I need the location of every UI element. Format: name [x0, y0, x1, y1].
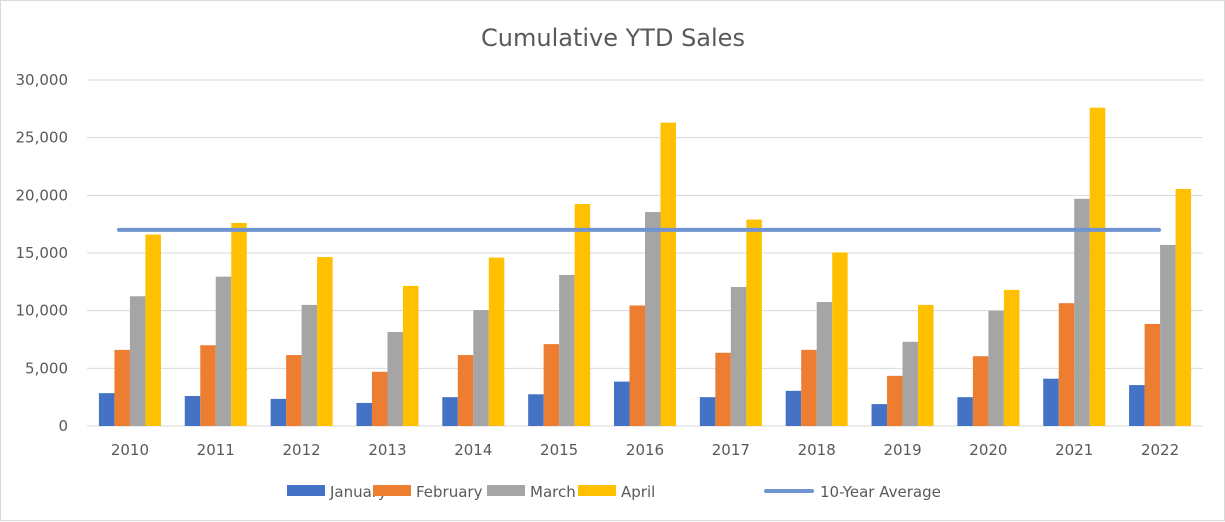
legend: January February March April 10-Year Average — [287, 483, 941, 501]
bar-february-2012 — [286, 355, 302, 426]
x-axis-ticks: 2010 2011 2012 2013 2014 2015 2016 2017 2018 2019… — [111, 441, 1179, 459]
x-tick-label: 2012 — [283, 441, 321, 459]
y-tick-label: 30,000 — [16, 71, 69, 89]
bar-january-2012 — [270, 398, 287, 426]
bar-march-2016 — [645, 212, 661, 426]
legend-item-january: January — [287, 483, 387, 501]
bar-april-2014 — [488, 257, 505, 426]
bars — [98, 107, 1192, 427]
bar-january-2020 — [957, 397, 973, 426]
legend-label: January — [329, 483, 387, 501]
bar-january-2015 — [528, 394, 544, 426]
legend-swatch — [287, 485, 325, 496]
bar-february-2014 — [457, 355, 474, 426]
bar-february-2013 — [371, 371, 388, 426]
legend-label: March — [530, 483, 576, 501]
y-axis-ticks: 0 5,000 10,000 15,000 20,000 25,000 30,000 — [16, 71, 69, 435]
bar-march-2011 — [215, 276, 232, 426]
bar-march-2014 — [473, 310, 489, 426]
chart-title: Cumulative YTD Sales — [481, 24, 745, 52]
legend-label: 10-Year Average — [820, 483, 941, 501]
legend-item-march: March — [487, 483, 576, 501]
bar-march-2019 — [902, 341, 919, 426]
bar-march-2022 — [1160, 244, 1176, 426]
bar-april-2017 — [746, 219, 762, 426]
bar-january-2021 — [1043, 378, 1059, 426]
bar-march-2020 — [988, 310, 1004, 426]
bar-april-2018 — [832, 252, 848, 426]
x-tick-label: 2015 — [540, 441, 578, 459]
bar-january-2014 — [442, 397, 458, 426]
bar-april-2020 — [1003, 289, 1020, 426]
bar-april-2015 — [574, 203, 591, 426]
bar-february-2017 — [715, 352, 731, 426]
bar-april-2016 — [660, 122, 676, 426]
x-tick-label: 2011 — [197, 441, 235, 459]
bar-february-2018 — [801, 349, 817, 426]
bar-april-2021 — [1089, 107, 1106, 427]
bar-march-2012 — [301, 304, 318, 426]
bar-march-2018 — [816, 302, 833, 426]
x-tick-label: 2010 — [111, 441, 149, 459]
bar-april-2012 — [317, 257, 333, 426]
bar-february-2016 — [629, 305, 645, 426]
bar-january-2013 — [356, 402, 372, 426]
bar-february-2011 — [200, 345, 216, 426]
legend-swatch — [373, 485, 411, 496]
bar-march-2021 — [1074, 198, 1090, 426]
bar-january-2022 — [1129, 385, 1145, 426]
x-tick-label: 2018 — [798, 441, 836, 459]
legend-item-april: April — [578, 483, 655, 501]
bar-february-2015 — [543, 344, 560, 426]
x-tick-label: 2014 — [454, 441, 492, 459]
bar-january-2018 — [785, 390, 802, 426]
bar-april-2010 — [145, 234, 161, 426]
x-tick-label: 2019 — [883, 441, 921, 459]
bar-february-2021 — [1058, 303, 1075, 426]
bar-march-2017 — [730, 287, 747, 426]
x-tick-label: 2020 — [969, 441, 1007, 459]
bar-march-2013 — [387, 332, 403, 426]
bar-april-2011 — [231, 223, 247, 426]
bar-april-2013 — [402, 285, 419, 426]
legend-label: April — [621, 483, 655, 501]
bar-february-2020 — [972, 356, 989, 426]
y-tick-label: 0 — [58, 417, 68, 435]
y-tick-label: 15,000 — [16, 244, 69, 262]
legend-label: February — [416, 483, 483, 501]
bar-february-2019 — [887, 375, 903, 426]
bar-january-2019 — [871, 404, 888, 426]
bar-january-2011 — [184, 396, 201, 426]
x-tick-label: 2013 — [368, 441, 406, 459]
legend-item-february: February — [373, 483, 483, 501]
x-tick-label: 2017 — [712, 441, 750, 459]
bar-march-2010 — [129, 296, 146, 426]
x-tick-label: 2016 — [626, 441, 664, 459]
legend-swatch — [578, 485, 616, 496]
bar-january-2017 — [699, 397, 716, 426]
y-tick-label: 25,000 — [16, 129, 69, 147]
bar-february-2022 — [1144, 323, 1161, 426]
bar-april-2022 — [1175, 188, 1192, 426]
x-tick-label: 2021 — [1055, 441, 1093, 459]
bar-march-2015 — [559, 274, 575, 426]
legend-item-10-year-average: 10-Year Average — [764, 483, 941, 501]
y-tick-label: 5,000 — [25, 359, 68, 377]
bar-april-2019 — [918, 304, 934, 426]
y-tick-label: 20,000 — [16, 186, 69, 204]
bar-january-2010 — [98, 393, 115, 426]
y-tick-label: 10,000 — [16, 302, 69, 320]
bar-january-2016 — [614, 381, 630, 426]
bar-february-2010 — [114, 349, 130, 426]
x-tick-label: 2022 — [1141, 441, 1179, 459]
legend-swatch — [487, 485, 525, 496]
